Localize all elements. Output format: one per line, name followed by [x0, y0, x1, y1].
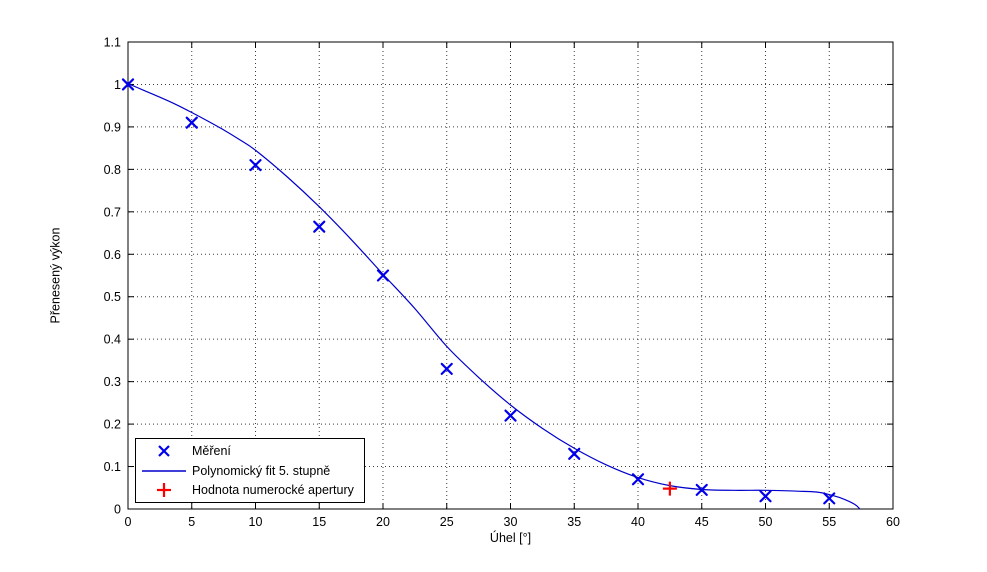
y-axis-label: Přenesený výkon: [48, 227, 63, 324]
svg-text:55: 55: [822, 515, 836, 529]
plus-marker-icon: [136, 482, 192, 498]
x-marker-icon: [136, 443, 192, 459]
svg-text:0.7: 0.7: [104, 205, 121, 219]
svg-text:0: 0: [125, 515, 132, 529]
svg-text:20: 20: [376, 515, 390, 529]
svg-text:0.4: 0.4: [104, 333, 121, 347]
legend-item-aperture: Hodnota numerocké apertury: [136, 480, 364, 500]
svg-text:0.3: 0.3: [104, 375, 121, 389]
svg-text:25: 25: [440, 515, 454, 529]
svg-text:1: 1: [114, 78, 121, 92]
svg-text:0: 0: [114, 503, 121, 517]
svg-text:50: 50: [759, 515, 773, 529]
line-sample-icon: [136, 463, 192, 479]
svg-text:30: 30: [504, 515, 518, 529]
svg-text:0.2: 0.2: [104, 418, 121, 432]
svg-text:40: 40: [631, 515, 645, 529]
svg-text:0.5: 0.5: [104, 290, 121, 304]
svg-text:0.6: 0.6: [104, 248, 121, 262]
legend-label: Měření: [192, 443, 231, 458]
svg-text:5: 5: [188, 515, 195, 529]
svg-text:45: 45: [695, 515, 709, 529]
svg-text:35: 35: [567, 515, 581, 529]
legend-label: Polynomický fit 5. stupně: [192, 463, 331, 478]
svg-text:10: 10: [249, 515, 263, 529]
legend-label: Hodnota numerocké apertury: [192, 483, 354, 498]
svg-text:0.9: 0.9: [104, 120, 121, 134]
svg-text:15: 15: [312, 515, 326, 529]
svg-text:60: 60: [886, 515, 900, 529]
svg-text:1.1: 1.1: [104, 36, 121, 50]
legend-item-polyfit: Polynomický fit 5. stupně: [136, 461, 364, 481]
legend-item-measurement: Měření: [136, 441, 364, 461]
legend: Měření Polynomický fit 5. stupně Hodnota…: [135, 438, 365, 503]
svg-text:0.1: 0.1: [104, 460, 121, 474]
x-axis-label: Úhel [°]: [489, 531, 532, 545]
svg-text:0.8: 0.8: [104, 163, 121, 177]
